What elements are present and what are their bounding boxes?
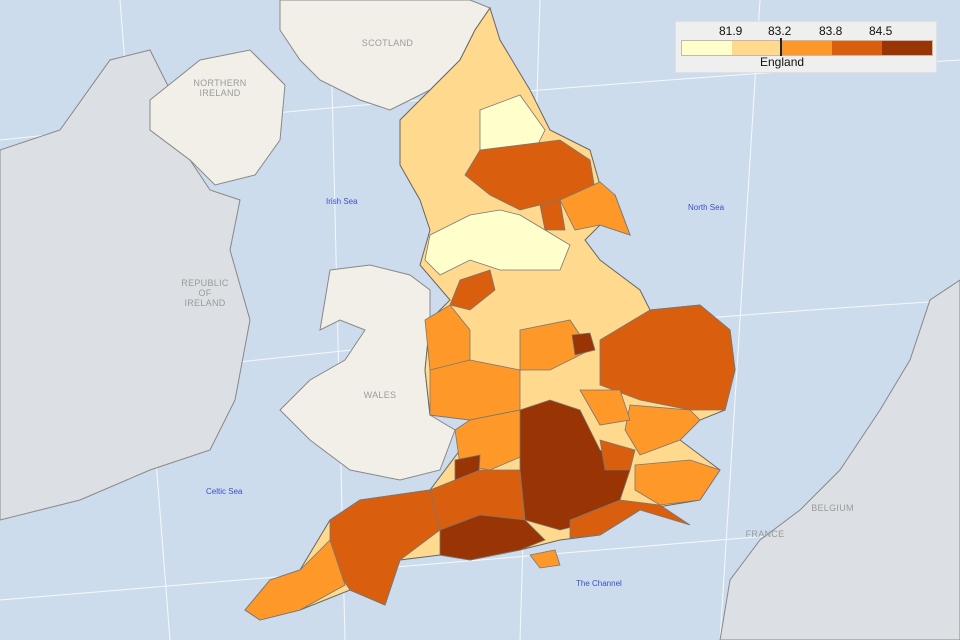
region (424, 304, 471, 371)
region (571, 332, 596, 356)
legend-swatch (782, 41, 832, 55)
label-channel: The Channel (576, 579, 622, 588)
legend-swatch (682, 41, 732, 55)
region (519, 319, 591, 371)
region (244, 539, 346, 621)
label-belgium: BELGIUM (811, 503, 854, 513)
england-regions (244, 94, 736, 621)
label-irish-sea: Irish Sea (326, 197, 358, 206)
england-label: England (760, 55, 805, 69)
region (579, 389, 631, 426)
label-france: FRANCE (745, 529, 785, 539)
legend-break: 83.8 (819, 24, 843, 38)
region (559, 181, 631, 236)
region (539, 199, 566, 231)
region (429, 359, 521, 421)
label-north-sea: North Sea (688, 203, 725, 212)
region (569, 499, 691, 539)
region (479, 94, 546, 151)
legend-break: 83.2 (768, 24, 792, 38)
legend-break: 84.5 (869, 24, 893, 38)
legend-break: 81.9 (719, 24, 743, 38)
legend-color-bar (681, 40, 933, 56)
region (624, 404, 701, 456)
region (529, 549, 561, 569)
wales-landmass (279, 264, 456, 481)
label-line: IRELAND (184, 298, 226, 308)
label-line: IRELAND (199, 88, 241, 98)
legend-swatch (832, 41, 882, 55)
region (449, 269, 496, 311)
label-northern-ireland: NORTHERN IRELAND (185, 78, 255, 98)
legend-swatch (732, 41, 782, 55)
label-ireland: REPUBLIC OF IRELAND (170, 278, 240, 308)
region (599, 439, 636, 471)
label-line: NORTHERN (193, 78, 247, 88)
region (634, 459, 721, 506)
legend: 81.9 83.2 83.8 84.5 England (675, 21, 937, 73)
label-scotland: SCOTLAND (361, 38, 414, 48)
ireland-landmass (0, 49, 251, 521)
label-line: REPUBLIC (181, 278, 229, 288)
region (424, 209, 571, 276)
continent-landmass (719, 279, 960, 640)
label-wales: WALES (363, 390, 397, 400)
northern-ireland-landmass (149, 49, 286, 186)
england-marker (780, 38, 782, 56)
label-celtic-sea: Celtic Sea (206, 487, 243, 496)
legend-swatch (882, 41, 932, 55)
region (439, 514, 546, 561)
label-line: OF (198, 288, 212, 298)
